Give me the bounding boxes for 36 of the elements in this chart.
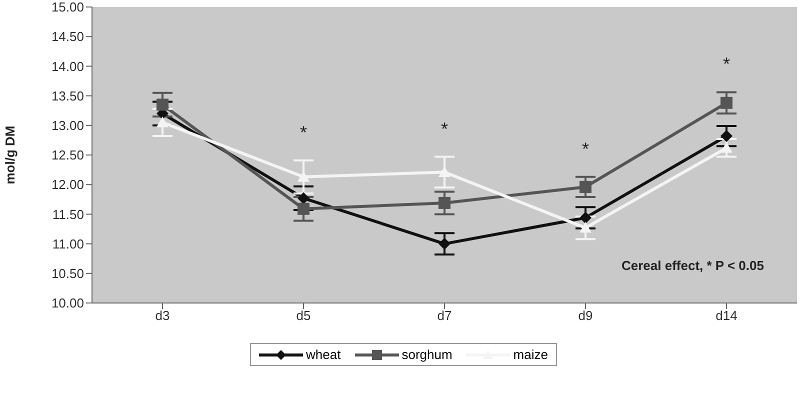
y-tick-label: 12.50 <box>51 148 84 163</box>
y-tick-label: 14.00 <box>51 58 84 74</box>
point <box>580 222 592 233</box>
point <box>156 98 168 111</box>
point <box>438 196 450 209</box>
annotation: * <box>300 122 308 142</box>
point <box>580 212 592 224</box>
x-tick-label: d3 <box>155 308 170 324</box>
y-tick-label: 11.50 <box>52 206 84 222</box>
annotation: Cereal effect, * P < 0.05 <box>622 258 764 273</box>
y-tick-label: 13.00 <box>51 118 84 134</box>
point <box>438 238 450 250</box>
legend-label: wheat <box>306 347 341 362</box>
point <box>720 96 732 109</box>
point <box>298 202 310 215</box>
point <box>720 130 732 142</box>
y-tick-label: 10.50 <box>51 266 84 282</box>
x-tick-label: d9 <box>578 308 593 324</box>
y-tick-label: 12.00 <box>51 177 84 192</box>
legend-label: maize <box>513 347 548 362</box>
y-tick-label: 11.00 <box>52 236 84 252</box>
legend-label: sorghum <box>402 347 452 362</box>
point <box>580 180 592 193</box>
y-tick-label: 14.50 <box>51 29 84 44</box>
x-tick-label: d5 <box>296 308 311 324</box>
y-tick-label: 15.00 <box>51 0 84 15</box>
y-tick-label: 13.50 <box>51 88 84 104</box>
annotation: * <box>722 54 730 74</box>
annotation: * <box>440 118 448 139</box>
point <box>298 192 310 204</box>
x-tick-label: d7 <box>437 308 452 324</box>
x-tick-label: d14 <box>716 308 738 324</box>
annotation: * <box>582 138 590 159</box>
y-tick-label: 10.00 <box>51 296 84 311</box>
y-axis-title: mol/g DM <box>2 126 18 184</box>
point <box>156 116 168 128</box>
